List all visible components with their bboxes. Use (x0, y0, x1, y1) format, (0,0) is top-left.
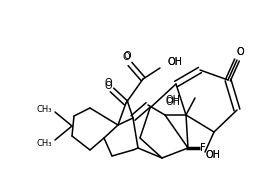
Text: O: O (236, 47, 244, 57)
Text: O: O (122, 52, 130, 62)
Text: F: F (200, 143, 206, 153)
Text: O: O (104, 81, 112, 91)
Text: OH: OH (165, 95, 180, 105)
Text: O: O (236, 47, 244, 57)
Text: O: O (123, 51, 131, 61)
Text: OH: OH (165, 97, 180, 107)
Text: OH: OH (205, 150, 220, 160)
Text: OH: OH (205, 150, 220, 160)
Text: O: O (104, 78, 112, 88)
Text: OH: OH (167, 57, 182, 67)
Text: OH: OH (167, 57, 182, 67)
Text: CH₃: CH₃ (37, 105, 52, 113)
Text: F: F (200, 143, 206, 153)
Text: CH₃: CH₃ (37, 139, 52, 147)
